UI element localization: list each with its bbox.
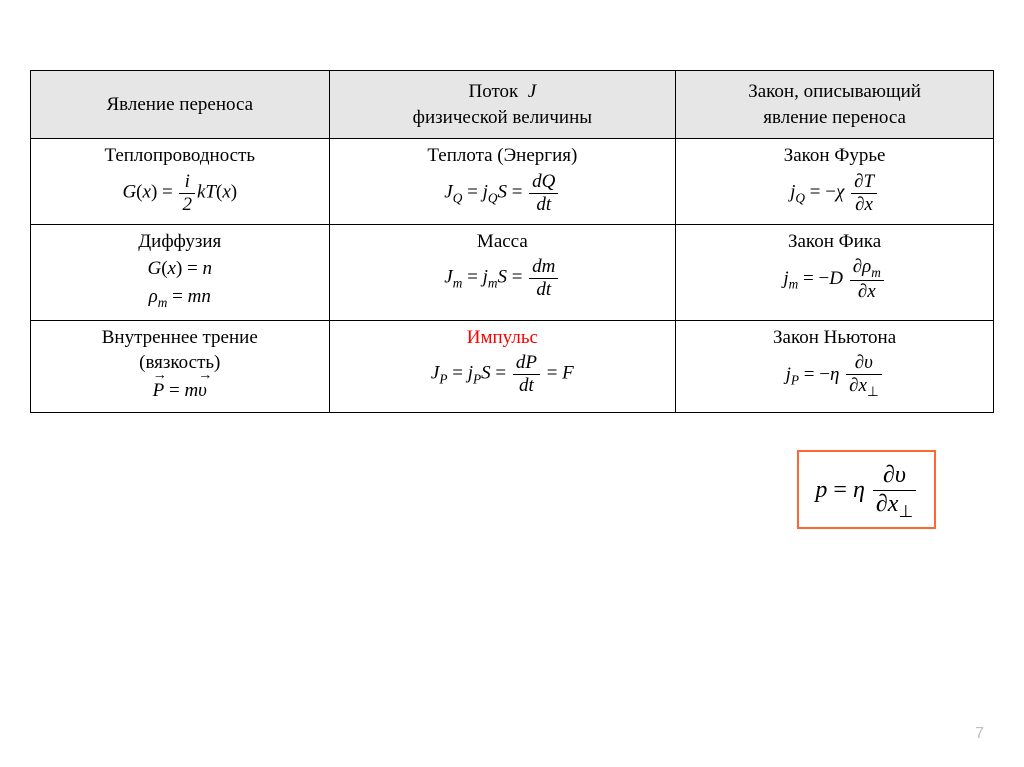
r3c3-title: Закон Ньютона bbox=[773, 327, 896, 348]
header-flux: Поток J физической величины bbox=[329, 71, 676, 139]
formula-rho-m: ρm = mn bbox=[37, 284, 323, 312]
r3c1-title-l1: Внутреннее трение bbox=[102, 327, 258, 348]
header-c1-label: Явление переноса bbox=[106, 94, 253, 115]
cell-mass-flux: Масса Jm = jmS = dmdt bbox=[329, 224, 676, 320]
formula-G-conduction: G(x) = i2kT(x) bbox=[37, 171, 323, 216]
page-content: Явление переноса Поток J физической вели… bbox=[0, 0, 1024, 413]
r2c3-title: Закон Фика bbox=[788, 231, 881, 252]
r2c2-title: Масса bbox=[477, 231, 528, 252]
r2c1-title: Диффузия bbox=[138, 231, 221, 252]
header-c3-l1: Закон, описывающий bbox=[748, 81, 921, 102]
formula-JP: JP = jPS = dPdt = F bbox=[336, 352, 670, 397]
formula-Jm: Jm = jmS = dmdt bbox=[336, 256, 670, 301]
cell-fick-law: Закон Фика jm = −D ∂ρm∂x bbox=[676, 224, 994, 320]
header-c2-l1: Поток bbox=[469, 81, 519, 102]
cell-fourier-law: Закон Фурье jQ = −χ ∂T∂x bbox=[676, 139, 994, 224]
r1c1-title: Теплопроводность bbox=[104, 145, 255, 166]
cell-conduction: Теплопроводность G(x) = i2kT(x) bbox=[31, 139, 330, 224]
table-header-row: Явление переноса Поток J физической вели… bbox=[31, 71, 994, 139]
formula-G-diffusion: G(x) = n bbox=[37, 256, 323, 282]
r1c2-title: Теплота (Энергия) bbox=[427, 145, 577, 166]
table-row: Внутреннее трение (вязкость) P = mυ Импу… bbox=[31, 320, 994, 412]
formula-P-mv: P = mυ bbox=[37, 378, 323, 404]
page-number: 7 bbox=[975, 725, 984, 743]
header-c3-l2: явление переноса bbox=[763, 107, 906, 128]
formula-fourier: jQ = −χ ∂T∂x bbox=[682, 171, 987, 216]
boxed-equation: p = η ∂υ∂x⊥ bbox=[797, 450, 936, 529]
header-law: Закон, описывающий явление переноса bbox=[676, 71, 994, 139]
cell-newton-law: Закон Ньютона jP = −η ∂υ∂x⊥ bbox=[676, 320, 994, 412]
transport-phenomena-table: Явление переноса Поток J физической вели… bbox=[30, 70, 994, 413]
cell-heat-flux: Теплота (Энергия) JQ = jQS = dQdt bbox=[329, 139, 676, 224]
formula-JQ: JQ = jQS = dQdt bbox=[336, 171, 670, 216]
cell-diffusion: Диффузия G(x) = n ρm = mn bbox=[31, 224, 330, 320]
header-c2-l2: физической величины bbox=[413, 107, 592, 128]
cell-momentum-flux: Импульс JP = jPS = dPdt = F bbox=[329, 320, 676, 412]
formula-fick: jm = −D ∂ρm∂x bbox=[682, 256, 987, 303]
r3c2-title: Импульс bbox=[467, 327, 538, 348]
table-row: Теплопроводность G(x) = i2kT(x) Теплота … bbox=[31, 139, 994, 224]
table-row: Диффузия G(x) = n ρm = mn Масса Jm = jmS… bbox=[31, 224, 994, 320]
header-phenomenon: Явление переноса bbox=[31, 71, 330, 139]
r1c3-title: Закон Фурье bbox=[784, 145, 886, 166]
formula-newton: jP = −η ∂υ∂x⊥ bbox=[682, 352, 987, 399]
cell-viscosity: Внутреннее трение (вязкость) P = mυ bbox=[31, 320, 330, 412]
